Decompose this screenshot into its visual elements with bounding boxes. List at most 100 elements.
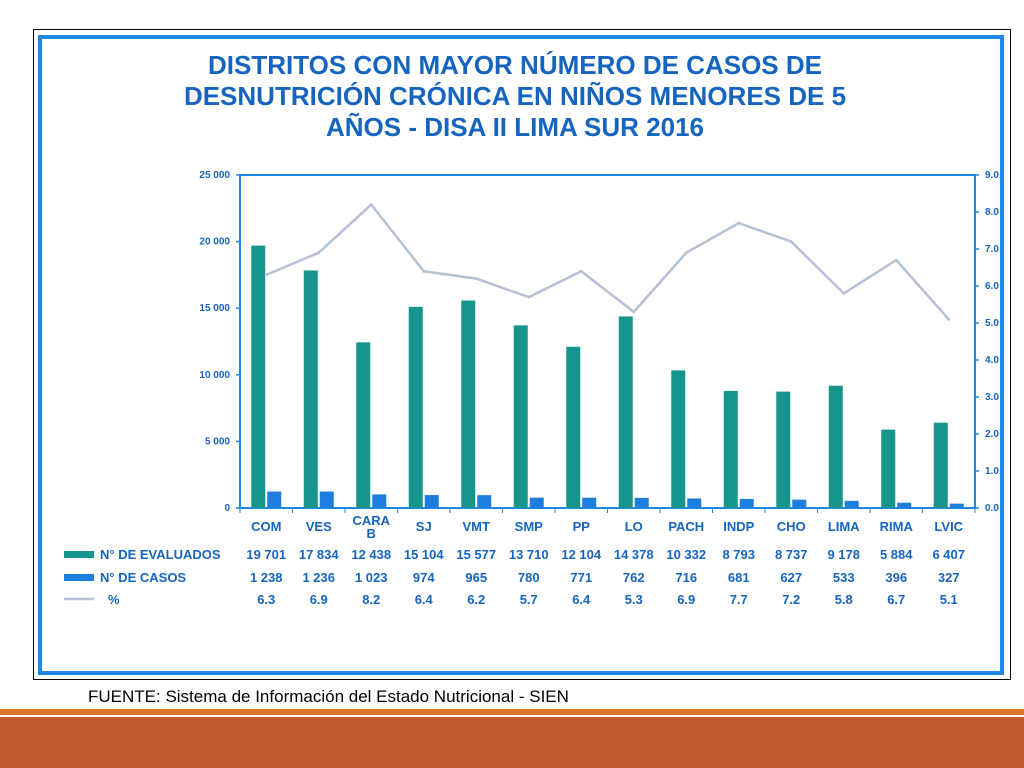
bar-evaluados	[618, 316, 633, 508]
legend-label-porcentaje: %	[108, 592, 120, 607]
left-axis-tick-label: 20 000	[199, 237, 230, 248]
data-table-cell: 5.8	[835, 592, 853, 607]
bar-casos	[897, 502, 912, 508]
right-axis-tick-label: 4.0	[985, 355, 999, 366]
legend-key-evaluados	[64, 551, 94, 558]
left-axis-tick-label: 15 000	[199, 303, 230, 314]
data-table-cell: 771	[570, 570, 592, 585]
line-porcentaje-point	[369, 203, 373, 207]
data-table-cell: 974	[413, 570, 435, 585]
bar-casos	[634, 497, 649, 508]
legend-label-casos: N° DE CASOS	[100, 570, 186, 585]
right-axis-tick-label: 3.0	[985, 392, 999, 403]
bar-evaluados	[828, 385, 843, 508]
right-axis-tick-label: 0.0	[985, 503, 999, 514]
bar-evaluados	[303, 270, 318, 508]
data-table-cell: 19 701	[246, 547, 286, 562]
data-table-cell: 17 834	[299, 547, 340, 562]
data-table-cell: 5 884	[880, 547, 913, 562]
data-table-cell: 13 710	[509, 547, 549, 562]
x-category-label: INDP	[723, 519, 754, 534]
line-porcentaje-point	[737, 221, 741, 225]
data-table-cell: 14 378	[614, 547, 654, 562]
line-porcentaje	[265, 203, 950, 321]
x-category-label: LVIC	[934, 519, 963, 534]
data-table-cell: 15 104	[404, 547, 445, 562]
bar-casos	[949, 503, 964, 508]
footer-bar	[0, 717, 1024, 768]
bar-casos	[267, 491, 282, 508]
bar-casos	[844, 500, 859, 508]
data-table-cell: 716	[675, 570, 697, 585]
bar-casos	[372, 494, 387, 508]
line-porcentaje-point	[684, 251, 688, 255]
x-category-label: LO	[625, 519, 643, 534]
data-table-cell: 965	[465, 570, 487, 585]
x-category-label: SJ	[416, 519, 432, 534]
data-table-cell: 9 178	[827, 547, 860, 562]
left-axis-tick-label: 5 000	[205, 436, 230, 447]
x-category-label: SMP	[515, 519, 544, 534]
chart-title-line-2: DESNUTRICIÓN CRÓNICA EN NIÑOS MENORES DE…	[183, 81, 847, 111]
line-porcentaje-point	[632, 310, 636, 314]
legend-key-casos	[64, 574, 94, 581]
line-porcentaje-point	[474, 277, 478, 281]
data-table-cell: 5.7	[520, 592, 538, 607]
data-table-cell: 5.3	[625, 592, 643, 607]
line-porcentaje-point	[317, 251, 321, 255]
data-table-cell: 396	[885, 570, 907, 585]
data-table-cell: 6.9	[677, 592, 695, 607]
right-axis-tick-label: 8.0	[985, 207, 999, 218]
line-porcentaje-point	[894, 258, 898, 262]
line-porcentaje-point	[264, 273, 268, 277]
x-category-label: VMT	[463, 519, 491, 534]
data-table-cell: 5.1	[940, 592, 958, 607]
line-porcentaje-point	[422, 269, 426, 273]
chart-border	[38, 35, 1004, 675]
data-table-cell: 6 407	[932, 547, 965, 562]
bar-evaluados	[513, 325, 528, 508]
data-table-cell: 6.2	[467, 592, 485, 607]
data-table-cell: 12 438	[351, 547, 391, 562]
bar-evaluados	[356, 342, 371, 508]
chart-title-line-3: AÑOS - DISA II LIMA SUR 2016	[325, 112, 705, 142]
footer-accent-stripe	[0, 709, 1024, 715]
x-category-label: PP	[573, 519, 591, 534]
left-axis-tick-label: 25 000	[199, 170, 230, 181]
x-category-label: PACH	[668, 519, 704, 534]
right-axis-tick-label: 5.0	[985, 318, 999, 329]
bar-evaluados	[408, 306, 423, 508]
line-porcentaje-point	[947, 317, 951, 321]
bar-evaluados	[461, 300, 476, 508]
chart-plot: 0 5 000 10 000 15 000 20 000 25 000 0.0 1.0 2.0 3…	[64, 170, 999, 607]
x-category-label: VES	[306, 519, 332, 534]
bar-casos	[477, 495, 492, 508]
data-table-cell: 762	[623, 570, 645, 585]
line-porcentaje-point	[842, 291, 846, 295]
data-table-cell: 7.7	[730, 592, 748, 607]
bar-casos	[582, 497, 597, 508]
data-table-cell: 6.4	[572, 592, 591, 607]
bar-evaluados	[881, 429, 896, 508]
right-axis-tick-label: 9.0	[985, 170, 999, 181]
data-table-cell: 10 332	[666, 547, 706, 562]
data-table-cell: 533	[833, 570, 855, 585]
source-note: FUENTE: Sistema de Información del Estad…	[88, 687, 569, 706]
chart-title-line-1: DISTRITOS CON MAYOR NÚMERO DE CASOS DE	[208, 50, 822, 80]
x-category-label: RIMA	[880, 519, 914, 534]
x-category-label: B	[367, 526, 376, 541]
data-table-cell: 780	[518, 570, 540, 585]
bar-casos	[424, 495, 439, 508]
x-category-label: LIMA	[828, 519, 860, 534]
bar-evaluados	[933, 422, 948, 508]
data-table-cell: 7.2	[782, 592, 800, 607]
line-porcentaje-point	[789, 240, 793, 244]
x-category-label: CHO	[777, 519, 806, 534]
bar-casos	[319, 491, 334, 508]
right-axis-tick-label: 1.0	[985, 466, 999, 477]
x-category-label: COM	[251, 519, 281, 534]
data-table-cell: 627	[780, 570, 802, 585]
bar-casos	[792, 499, 807, 508]
data-table-cell: 1 023	[355, 570, 388, 585]
data-table-cell: 6.4	[415, 592, 434, 607]
